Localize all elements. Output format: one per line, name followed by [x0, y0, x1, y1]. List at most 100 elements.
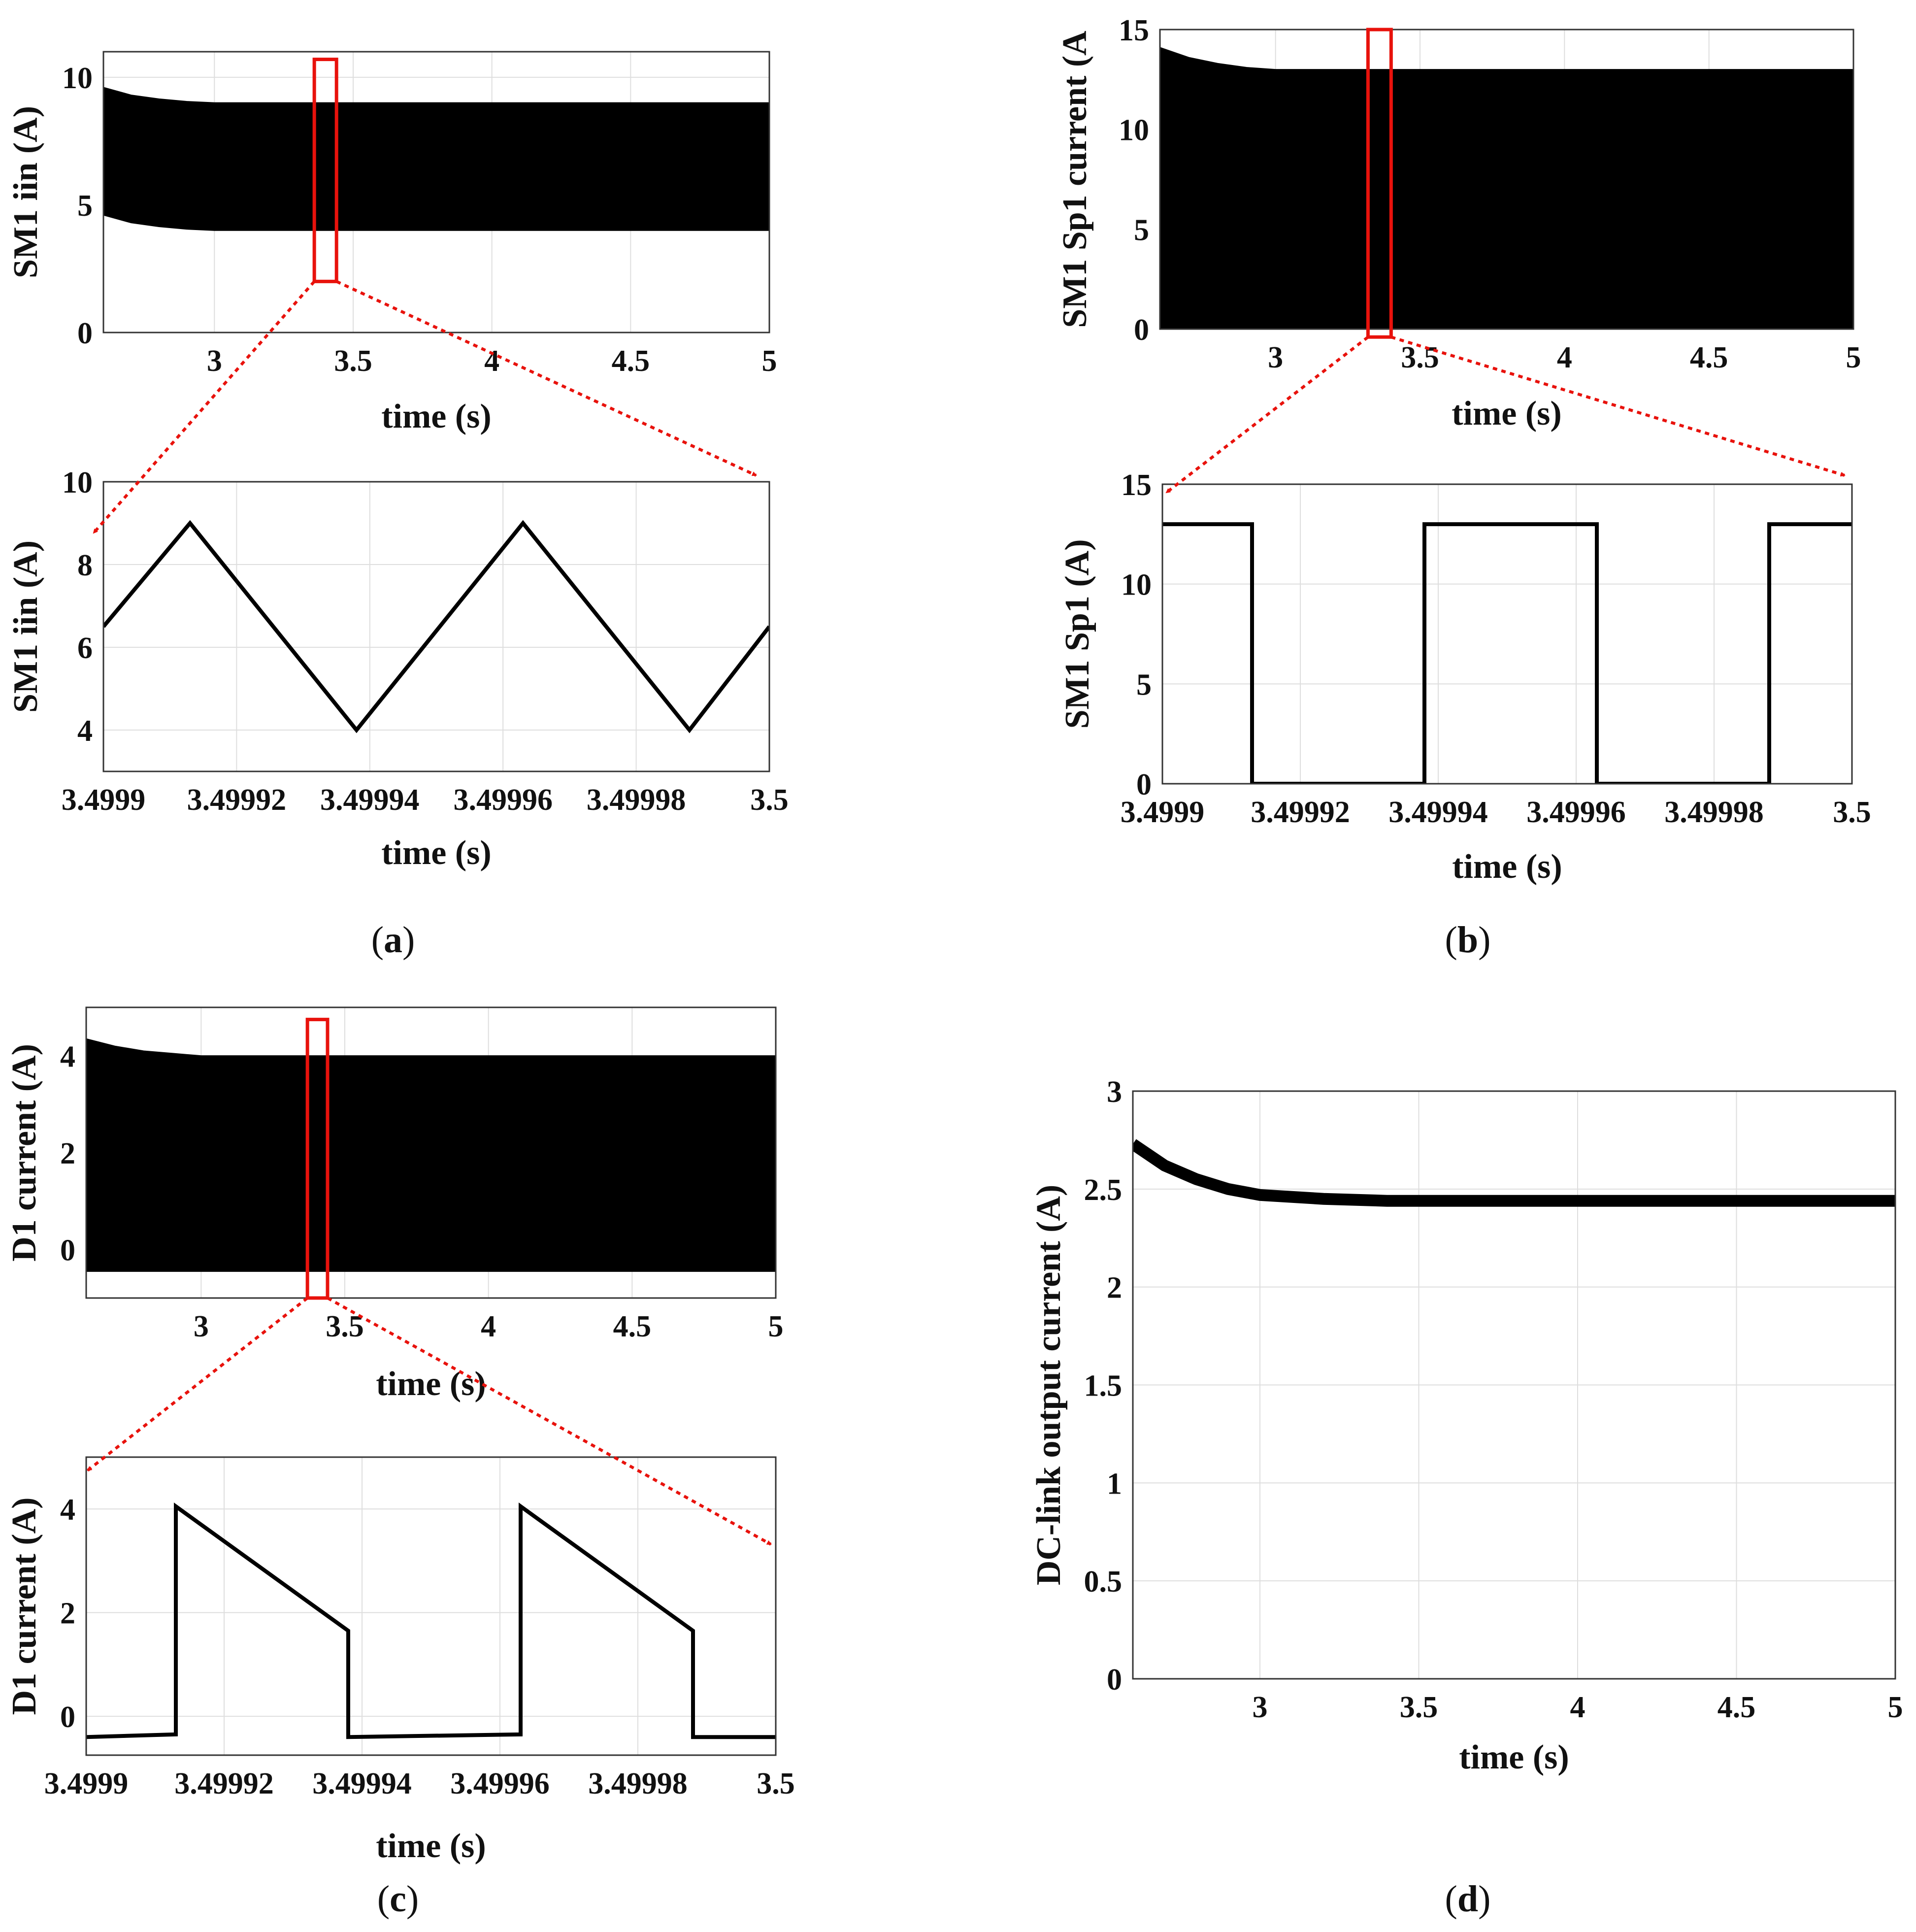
plot-a_zoom: 3.4999 3.49992 3.49994 3.49996 3.49998 3.5 4 6 8… — [7, 466, 789, 872]
x-axis-label: time (s) — [1452, 848, 1562, 886]
x-tick-label: 3.49996 — [1526, 796, 1626, 829]
y-tick-label: 10 — [62, 466, 93, 500]
x-tick-label: 3.49994 — [1388, 796, 1488, 829]
x-axis-label: time (s) — [1459, 1738, 1569, 1776]
x-tick-label: 3.49996 — [450, 1767, 550, 1800]
x-tick-label: 4 — [481, 1310, 496, 1343]
plot-b_zoom: 3.4999 3.49992 3.49994 3.49996 3.49998 3.5 0 5 1… — [1058, 468, 1871, 886]
x-tick-label: 4.5 — [1718, 1691, 1756, 1724]
y-tick-label: 4 — [60, 1040, 75, 1073]
a_zoom-axes-frame — [102, 481, 770, 772]
y-tick-label: 10 — [1119, 114, 1149, 147]
b_zoom-axes-frame — [1161, 483, 1853, 785]
x-tick-label: 5 — [762, 344, 777, 378]
c_overview-series-band — [86, 1038, 776, 1272]
d-series-line-0 — [1133, 1139, 1895, 1207]
caption-d: (d) — [1445, 1878, 1491, 1920]
x-tick-label: 3 — [1253, 1691, 1268, 1724]
c_overview-zoom-connector-left — [87, 1297, 309, 1472]
x-axis-label: time (s) — [381, 398, 492, 435]
y-axis-label: SM1 Sp1 (A) — [1058, 539, 1096, 729]
y-tick-label: 15 — [1119, 14, 1149, 47]
x-tick-label: 3.5 — [750, 783, 789, 817]
caption-b: (b) — [1445, 919, 1491, 961]
c_overview-zoom-connector-right — [327, 1297, 772, 1546]
y-tick-label: 2.5 — [1084, 1173, 1123, 1207]
a_overview-zoom-connector-left — [92, 280, 316, 534]
c_overview-data — [86, 1038, 776, 1272]
y-tick-label: 4 — [77, 714, 93, 748]
caption-a: (a) — [371, 919, 415, 961]
x-tick-label: 4.5 — [613, 1310, 652, 1343]
b_overview-zoom-connector-left — [1165, 335, 1369, 494]
a_zoom-data — [103, 520, 769, 733]
y-tick-label: 0 — [1134, 313, 1149, 347]
x-tick-label: 3.5 — [757, 1767, 795, 1800]
y-tick-label: 5 — [1134, 213, 1149, 247]
x-tick-label: 3.49992 — [187, 783, 287, 817]
y-tick-label: 1.5 — [1084, 1369, 1123, 1403]
x-tick-label: 3.5 — [1400, 1691, 1438, 1724]
y-tick-label: 0 — [60, 1234, 75, 1267]
x-tick-label: 4 — [1557, 341, 1572, 374]
y-tick-label: 2 — [60, 1137, 75, 1170]
c_overview-axes-frame — [85, 1006, 777, 1299]
y-axis-label: SM1 iin (A) — [7, 540, 45, 713]
c_zoom-series-line-0 — [86, 1502, 776, 1739]
x-tick-label: 3.4999 — [62, 783, 146, 817]
x-axis-label: time (s) — [376, 1827, 486, 1865]
y-tick-label: 3 — [1107, 1075, 1122, 1109]
y-tick-label: 0 — [60, 1700, 75, 1734]
x-tick-label: 4.5 — [612, 344, 650, 378]
x-tick-label: 3.4999 — [1121, 796, 1205, 829]
d-data — [1133, 1139, 1895, 1207]
x-tick-label: 3.49992 — [1251, 796, 1350, 829]
y-axis-label: SM1 Sp1 current (A — [1056, 31, 1094, 328]
b_overview-zoom-window — [1366, 28, 1393, 339]
a_overview-zoom-connector-right — [335, 280, 757, 477]
y-tick-label: 0.5 — [1084, 1565, 1123, 1599]
y-tick-label: 6 — [77, 632, 93, 665]
b_overview-data — [1160, 47, 1853, 329]
y-tick-label: 1 — [1107, 1467, 1122, 1500]
x-tick-label: 4 — [484, 344, 499, 378]
y-axis-label: DC-link output current (A) — [1030, 1185, 1068, 1585]
a_zoom-series-line-0 — [103, 520, 769, 733]
y-tick-label: 2 — [60, 1597, 75, 1631]
x-tick-label: 3.49998 — [587, 783, 686, 817]
b_overview-series-band — [1160, 47, 1853, 329]
y-axis-label: D1 current (A) — [5, 1044, 43, 1262]
x-axis-label: time (s) — [376, 1365, 486, 1403]
x-tick-label: 3 — [194, 1310, 209, 1343]
b_overview-axes-frame — [1159, 29, 1854, 330]
x-tick-label: 3.5 — [1833, 796, 1871, 829]
x-tick-label: 4 — [1570, 1691, 1586, 1724]
y-tick-label: 2 — [1107, 1271, 1122, 1305]
c_overview-zoom-window — [305, 1018, 330, 1300]
b_zoom-series-line-0 — [1162, 522, 1852, 784]
y-tick-label: 4 — [60, 1493, 75, 1527]
y-tick-label: 0 — [1107, 1663, 1122, 1697]
y-tick-label: 10 — [1121, 568, 1152, 602]
y-tick-label: 5 — [77, 189, 93, 223]
a_overview-data — [103, 87, 769, 231]
zoom-connectors — [87, 280, 1846, 1546]
y-tick-label: 0 — [1136, 768, 1152, 801]
c_zoom-data — [86, 1502, 776, 1739]
a_overview-zoom-window — [312, 58, 338, 283]
y-axis-label: SM1 iin (A) — [7, 106, 45, 278]
x-tick-label: 3.49996 — [453, 783, 553, 817]
x-tick-label: 3.5 — [326, 1310, 364, 1343]
y-tick-label: 8 — [77, 549, 93, 582]
x-tick-label: 3 — [207, 344, 222, 378]
plot-d: 3 3.5 4 4.5 5 0 0.5 1 1.5 2 2.5 3 time (s) DC-link ou… — [1030, 1075, 1903, 1776]
x-tick-label: 3.49998 — [1664, 796, 1764, 829]
caption-c: (c) — [377, 1878, 419, 1920]
x-axis-label: time (s) — [1452, 395, 1562, 433]
x-tick-label: 3.49998 — [588, 1767, 688, 1800]
x-tick-label: 3 — [1268, 341, 1283, 374]
y-axis-label: D1 current (A) — [5, 1498, 43, 1715]
